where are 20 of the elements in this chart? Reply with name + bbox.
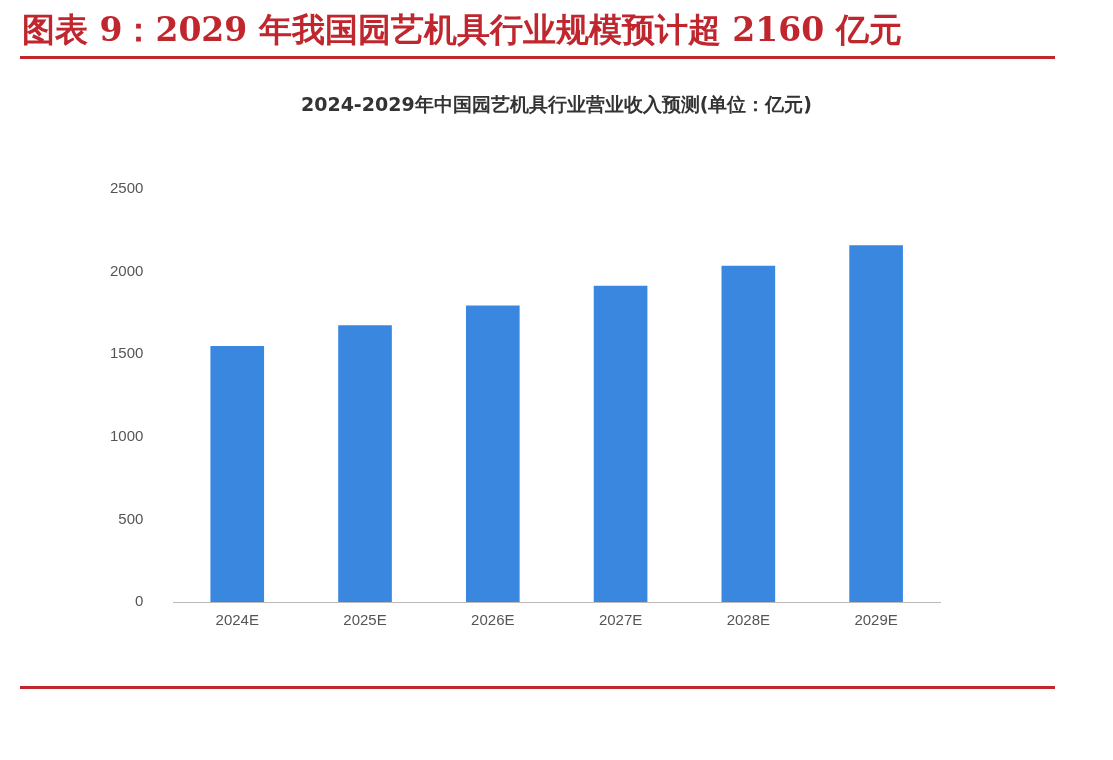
bar — [849, 245, 903, 602]
bar — [593, 285, 648, 602]
chart-title: 图表 9：2029 年我国园艺机具行业规模预计超 2160 亿元 — [22, 9, 902, 51]
bar — [210, 345, 265, 602]
bar — [721, 265, 776, 602]
y-tick-label: 1000 — [109, 426, 144, 444]
x-tick-label: 2027E — [598, 611, 643, 629]
x-tick-label: 2025E — [343, 611, 387, 629]
bar — [465, 305, 520, 602]
x-tick-label: 2028E — [726, 611, 771, 629]
y-tick-label: 2000 — [109, 261, 144, 279]
chart-subtitle: 2024-2029年中国园艺机具行业营业收入预测(单位：亿元) — [300, 92, 813, 117]
x-tick-label: 2026E — [471, 611, 515, 629]
y-tick-label: 2500 — [109, 179, 144, 197]
y-tick-label: 500 — [118, 509, 144, 527]
bar — [338, 325, 392, 602]
y-tick-label: 0 — [135, 592, 144, 610]
x-tick-label: 2029E — [854, 611, 898, 629]
x-tick-label: 2024E — [215, 611, 259, 629]
y-tick-label: 1500 — [109, 344, 144, 362]
